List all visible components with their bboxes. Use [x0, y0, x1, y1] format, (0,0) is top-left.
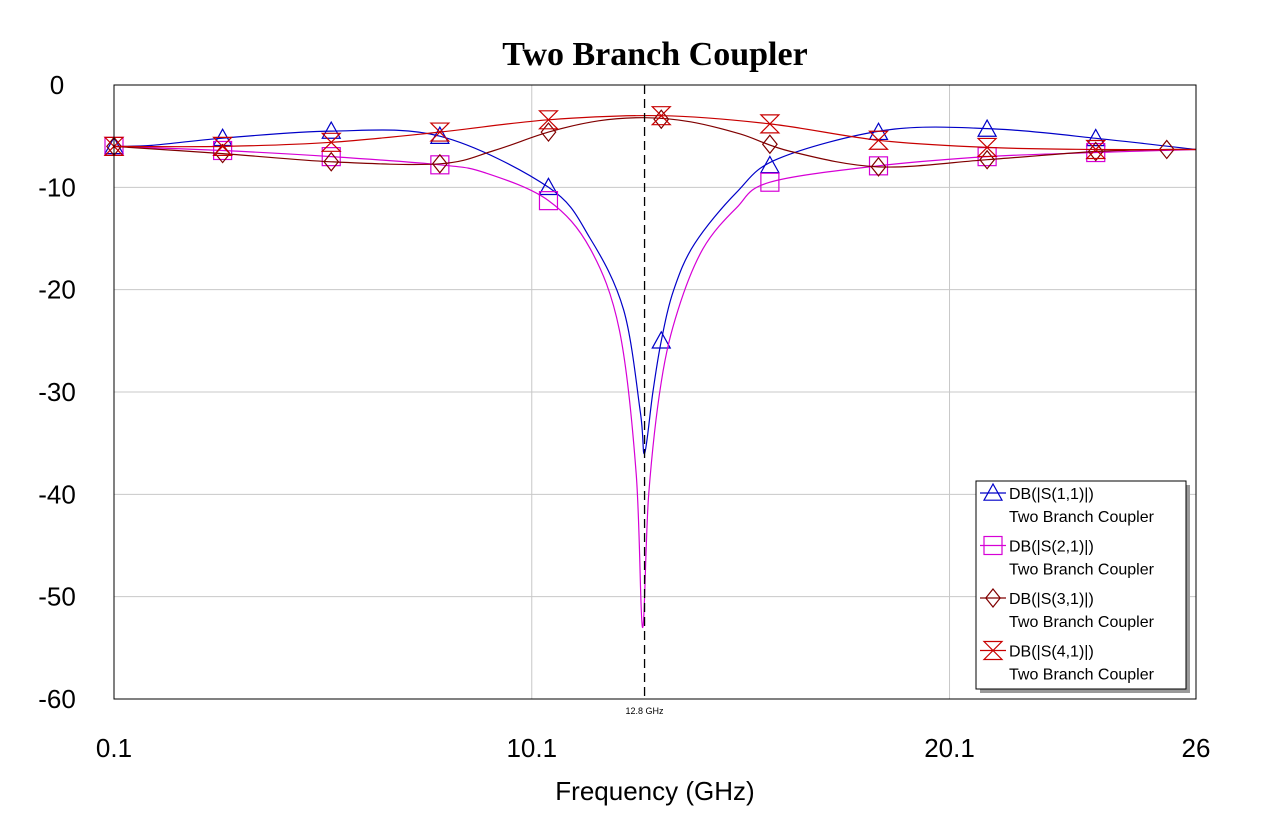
- data-point-marker: [1085, 139, 1107, 160]
- legend-marker: [985, 588, 1001, 608]
- data-point-marker: [431, 153, 448, 174]
- data-point-marker: [321, 120, 342, 139]
- y-tick-label: -20: [38, 275, 76, 305]
- legend-marker: [982, 482, 1004, 501]
- legend-series-name: DB(|S(1,1)|): [1009, 486, 1094, 503]
- data-point-marker: [759, 114, 781, 134]
- data-point-marker: [651, 330, 672, 349]
- series-line[interactable]: [113, 117, 1197, 168]
- data-point-marker: [429, 122, 451, 142]
- data-point-marker: [538, 191, 559, 211]
- legend-series-name: DB(|S(2,1)|): [1009, 539, 1094, 556]
- data-point-marker: [1158, 139, 1175, 160]
- data-point-marker: [977, 118, 998, 137]
- data-point-marker: [976, 137, 998, 158]
- data-point-marker: [538, 110, 559, 130]
- data-point-marker: [870, 156, 887, 177]
- legend-series-subtitle: Two Branch Coupler: [1009, 667, 1155, 684]
- y-tick-label: 0: [50, 70, 64, 100]
- x-axis-label: Frequency (GHz): [555, 776, 754, 806]
- data-point-marker: [650, 106, 672, 126]
- data-point-marker: [429, 125, 450, 144]
- data-point-marker: [1087, 141, 1104, 162]
- x-tick-label: 26: [1182, 733, 1211, 763]
- data-point-marker: [323, 151, 340, 172]
- legend-series-name: DB(|S(4,1)|): [1009, 644, 1094, 661]
- x-axis-ticks: 0.1 10.1 20.1 26: [96, 733, 1211, 763]
- y-tick-label: -10: [38, 172, 76, 202]
- y-tick-label: -50: [38, 582, 76, 612]
- legend-series-subtitle: Two Branch Coupler: [1009, 562, 1155, 579]
- legend-series-subtitle: Two Branch Coupler: [1009, 614, 1155, 631]
- legend-box: [975, 480, 1187, 690]
- data-point-marker: [761, 134, 778, 155]
- data-point-marker: [868, 130, 889, 150]
- series-line[interactable]: [113, 126, 1197, 455]
- x-tick-label: 20.1: [924, 733, 975, 763]
- legend-series-name: DB(|S(3,1)|): [1009, 591, 1094, 608]
- series-layer: [103, 106, 1197, 629]
- data-point-marker: [320, 132, 342, 152]
- series-4: [103, 106, 1197, 160]
- data-point-marker: [213, 140, 233, 161]
- chart-title: Two Branch Coupler: [502, 36, 807, 73]
- legend[interactable]: DB(|S(1,1)|)Two Branch CouplerDB(|S(2,1)…: [975, 480, 1190, 693]
- data-point-marker: [538, 177, 559, 196]
- x-tick-label: 10.1: [506, 733, 557, 763]
- y-tick-label: -30: [38, 377, 76, 407]
- y-axis-ticks: 0 -10 -20 -30 -40 -50 -60: [38, 70, 76, 714]
- data-point-marker: [212, 136, 234, 156]
- legend-item[interactable]: DB(|S(3,1)|) Two Branch Coupler: [980, 588, 1155, 631]
- data-point-marker: [1085, 128, 1106, 147]
- legend-item[interactable]: DB(|S(4,1)|) Two Branch Coupler: [980, 640, 1155, 684]
- legend-item[interactable]: DB(|S(1,1)|) Two Branch Coupler: [980, 482, 1155, 526]
- plot-frame: [113, 84, 1197, 700]
- frequency-marker-label: 12.8 GHz: [626, 706, 665, 716]
- data-point-marker: [760, 172, 780, 192]
- legend-series-subtitle: Two Branch Coupler: [1009, 509, 1155, 526]
- y-tick-label: -40: [38, 479, 76, 509]
- legend-marker: [982, 640, 1004, 661]
- data-point-marker: [321, 147, 341, 167]
- series-line[interactable]: [113, 145, 1197, 629]
- x-tick-label: 0.1: [96, 733, 132, 763]
- y-tick-label: -60: [38, 684, 76, 714]
- legend-item[interactable]: DB(|S(2,1)|) Two Branch Coupler: [980, 535, 1155, 579]
- legend-marker: [983, 535, 1003, 556]
